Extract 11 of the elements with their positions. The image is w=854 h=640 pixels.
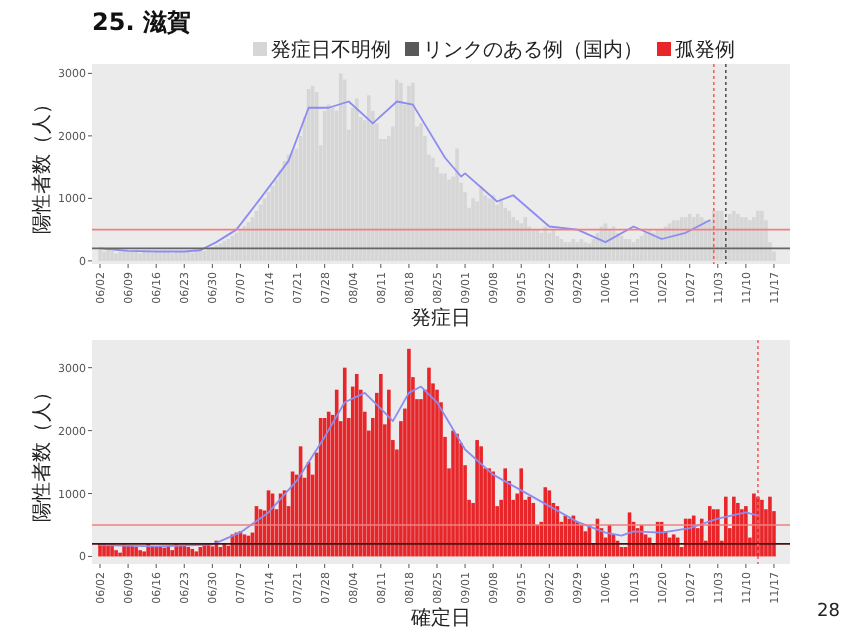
line-series bbox=[99, 100, 711, 253]
text: 28 bbox=[817, 602, 841, 622]
x-axis-title: 発症日 bbox=[411, 306, 471, 330]
chart-title: 25. 滋賀 bbox=[92, 8, 191, 36]
legend-label: リンクのある例（国内） bbox=[423, 38, 643, 62]
x-axis-title: 確定日 bbox=[409, 606, 471, 630]
text: 孤発例 bbox=[675, 40, 735, 62]
y-axis-title: 陽性者数（人） bbox=[30, 382, 54, 522]
line-series bbox=[99, 385, 759, 548]
y-axis-title: 陽性者数（人） bbox=[30, 94, 54, 234]
legend-label: 発症日不明例 bbox=[271, 38, 391, 62]
